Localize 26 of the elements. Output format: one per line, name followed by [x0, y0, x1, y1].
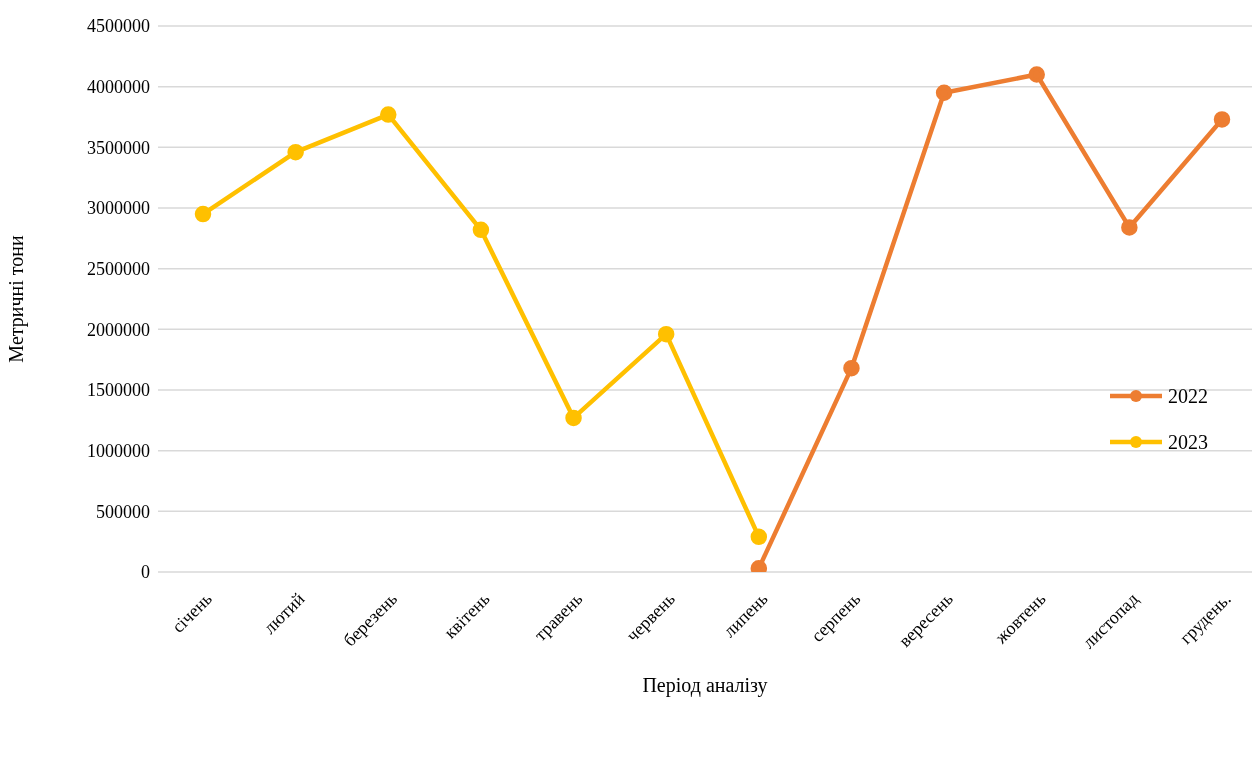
y-tick-label: 3000000	[87, 198, 150, 219]
x-axis-title: Період аналізу	[642, 674, 768, 697]
point	[657, 325, 675, 343]
point	[750, 528, 768, 546]
point	[380, 106, 397, 123]
y-tick-label: 0	[141, 562, 150, 583]
y-tick-label: 2000000	[87, 319, 150, 340]
point	[287, 143, 304, 161]
y-tick-label: 4500000	[87, 16, 150, 37]
y-tick-label: 4000000	[87, 77, 150, 98]
point	[1121, 219, 1138, 236]
point	[935, 84, 953, 101]
point	[194, 205, 212, 223]
point	[1213, 111, 1231, 128]
y-tick-label: 500000	[96, 501, 150, 522]
legend-label: 2022	[1168, 384, 1208, 408]
point	[1028, 66, 1045, 83]
point	[565, 409, 582, 427]
y-tick-label: 3500000	[87, 137, 150, 158]
legend-label: 2023	[1168, 430, 1208, 454]
y-axis-title: Метричні тони	[5, 235, 29, 363]
y-tick-label: 1500000	[87, 380, 150, 401]
point	[472, 221, 490, 239]
y-tick-label: 1000000	[87, 441, 150, 462]
point	[843, 359, 860, 377]
y-tick-label: 2500000	[87, 259, 150, 280]
